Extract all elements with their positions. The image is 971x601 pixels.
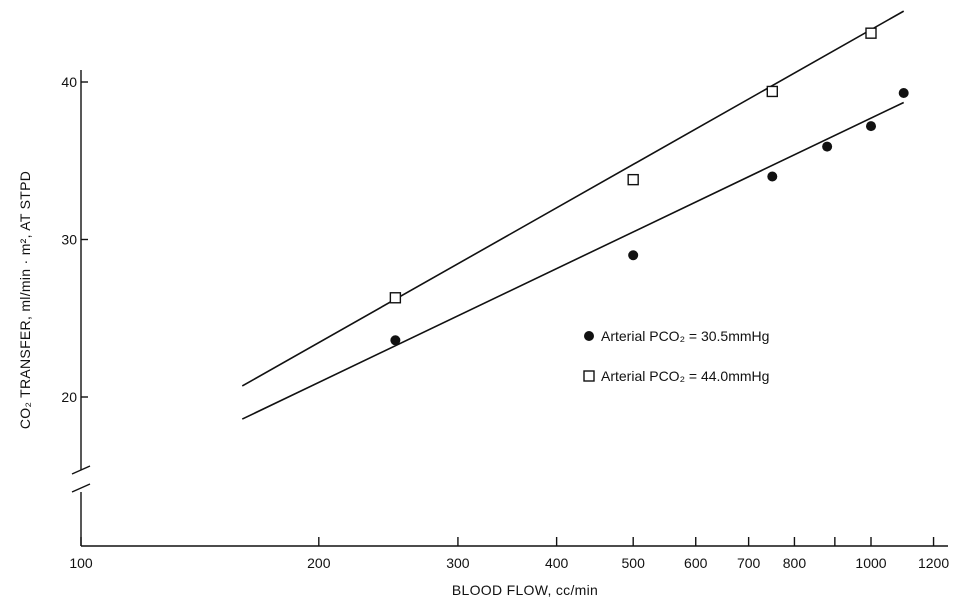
x-axis-ticks: 100 200 300 400 500 600 700 800 1000 1200 <box>69 537 949 571</box>
y-axis-ticks: 20 30 40 <box>61 74 88 405</box>
x-tick-label-500: 500 <box>622 555 646 571</box>
legend-marker-filled-circle <box>584 331 594 341</box>
regression-lines <box>241 10 905 420</box>
x-tick-label-200: 200 <box>307 555 331 571</box>
plot-area <box>71 70 948 547</box>
x-tick-label-1000: 1000 <box>855 555 886 571</box>
point-series-1-0 <box>389 292 402 304</box>
point-series-0-3 <box>822 141 833 152</box>
y-tick-label-20: 20 <box>61 389 77 405</box>
y-axis-title: CO₂ TRANSFER, ml/min · m², AT STPD <box>17 171 33 429</box>
x-tick-label-100: 100 <box>69 555 93 571</box>
legend-label-pco2-30-5: Arterial PCO₂ = 30.5mmHg <box>601 328 769 344</box>
point-series-1-2 <box>766 85 778 98</box>
point-series-0-4 <box>866 121 876 132</box>
y-tick-label-40: 40 <box>61 74 77 90</box>
legend-label-pco2-44-0: Arterial PCO₂ = 44.0mmHg <box>601 368 769 384</box>
legend: Arterial PCO₂ = 30.5mmHg Arterial PCO₂ =… <box>583 328 769 384</box>
point-series-0-1 <box>628 250 639 261</box>
point-series-1-1 <box>627 173 639 186</box>
y-tick-label-30: 30 <box>61 232 77 248</box>
x-tick-label-700: 700 <box>737 555 761 571</box>
x-axis-title: BLOOD FLOW, cc/min <box>452 582 598 598</box>
x-tick-label-600: 600 <box>684 555 708 571</box>
point-series-0-0 <box>390 335 401 346</box>
point-series-0-2 <box>767 171 778 182</box>
legend-item-pco2-44-0: Arterial PCO₂ = 44.0mmHg <box>583 368 769 384</box>
data-points <box>389 27 909 346</box>
x-tick-label-400: 400 <box>545 555 569 571</box>
legend-marker-open-square <box>583 370 595 382</box>
fit-line-series-0 <box>241 101 905 420</box>
x-tick-label-300: 300 <box>446 555 470 571</box>
x-tick-label-1200: 1200 <box>918 555 949 571</box>
legend-item-pco2-30-5: Arterial PCO₂ = 30.5mmHg <box>584 328 769 344</box>
x-tick-label-800: 800 <box>783 555 807 571</box>
y-axis-break-mark <box>71 465 91 493</box>
point-series-1-3 <box>865 27 877 39</box>
point-series-0-5 <box>898 88 909 99</box>
fit-line-series-1 <box>241 10 905 387</box>
